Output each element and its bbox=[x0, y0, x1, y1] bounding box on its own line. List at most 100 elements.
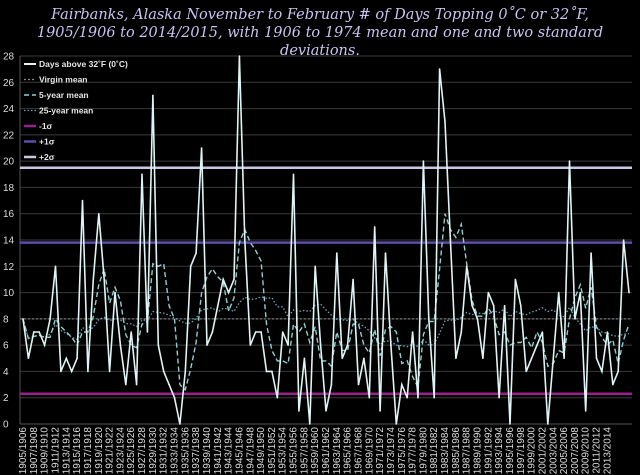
x-tick-label: 1907/1908 bbox=[29, 427, 40, 475]
x-tick-label: 1915/1916 bbox=[72, 427, 83, 475]
days-above-32f-point bbox=[65, 357, 68, 360]
days-above-32f-point bbox=[401, 383, 403, 386]
y-tick-label: 2 bbox=[3, 393, 9, 404]
days-above-32f-point bbox=[27, 357, 30, 360]
days-above-32f-point bbox=[292, 173, 295, 176]
days-above-32f-point bbox=[406, 396, 409, 399]
legend-label: 25-year mean bbox=[39, 106, 93, 116]
five-year-mean-line bbox=[22, 213, 630, 392]
days-above-32f-point bbox=[487, 291, 490, 294]
x-tick-label: 1921/1922 bbox=[105, 427, 116, 475]
days-above-32f-point bbox=[438, 68, 441, 70]
x-tick-label: 1999/2000 bbox=[527, 427, 538, 475]
days-above-32f-point bbox=[43, 344, 46, 346]
days-above-32f-point bbox=[612, 383, 614, 386]
days-above-32f-point bbox=[309, 423, 311, 425]
days-above-32f-point bbox=[552, 357, 555, 360]
y-tick-label: 28 bbox=[3, 52, 15, 63]
days-above-32f-point bbox=[130, 331, 132, 333]
days-above-32f-point bbox=[54, 265, 57, 268]
days-above-32f-point bbox=[179, 423, 181, 425]
days-above-32f-point bbox=[119, 344, 122, 346]
x-tick-label: 1969/1970 bbox=[364, 427, 375, 475]
x-tick-label: 1927/1928 bbox=[137, 427, 148, 475]
y-tick-label: 24 bbox=[3, 104, 15, 115]
x-tick-label: 1959/1960 bbox=[310, 427, 321, 475]
days-above-32f-point bbox=[471, 304, 473, 307]
x-tick-label: 2009/2010 bbox=[581, 427, 592, 475]
y-tick-label: 16 bbox=[3, 209, 15, 220]
x-tick-label: 1929/1930 bbox=[148, 427, 159, 475]
days-above-32f-point bbox=[76, 357, 78, 360]
x-tick-label: 1981/1982 bbox=[429, 427, 440, 475]
x-tick-label: 1923/1924 bbox=[115, 427, 126, 475]
days-above-32f-point bbox=[503, 304, 506, 307]
days-above-32f-point bbox=[433, 396, 436, 399]
days-above-32f-point bbox=[411, 331, 414, 333]
y-tick-label: 18 bbox=[3, 183, 15, 194]
x-tick-label: 1993/1994 bbox=[494, 427, 505, 475]
days-above-32f-point bbox=[541, 331, 544, 333]
x-axis-ticks: 1905/1906 1907/1908 1909/1910 1911/1912 1913… bbox=[18, 427, 613, 475]
days-above-32f-point bbox=[444, 120, 446, 123]
x-tick-label: 1933/1934 bbox=[170, 427, 181, 475]
x-tick-label: 1967/1968 bbox=[353, 427, 364, 475]
x-tick-label: 1905/1906 bbox=[18, 427, 29, 475]
days-above-32f-point bbox=[281, 331, 284, 333]
x-tick-label: 1973/1974 bbox=[386, 427, 397, 475]
days-above-32f-point bbox=[606, 331, 609, 333]
twenty-five-year-mean-line bbox=[22, 296, 630, 348]
days-above-32f-point bbox=[217, 304, 219, 307]
days-above-32f-point bbox=[108, 370, 111, 373]
days-above-32f-point bbox=[530, 357, 533, 360]
reference-lines bbox=[20, 166, 632, 396]
chart-title-line-2: 1905/1906 to 2014/2015, with 1906 to 197… bbox=[37, 25, 603, 41]
x-tick-label: 1977/1978 bbox=[408, 427, 419, 475]
y-tick-label: 14 bbox=[3, 236, 15, 247]
y-tick-label: 20 bbox=[3, 157, 15, 168]
days-above-32f-point bbox=[22, 318, 24, 320]
x-tick-label: 1953/1954 bbox=[278, 427, 289, 475]
x-tick-label: 1925/1926 bbox=[126, 427, 137, 475]
days-above-32f-point bbox=[206, 344, 208, 346]
x-tick-label: 1917/1918 bbox=[83, 427, 94, 475]
days-above-32f-point bbox=[114, 291, 116, 294]
days-above-32f-point bbox=[135, 383, 138, 386]
days-above-32f-point bbox=[319, 344, 322, 346]
days-above-32f-point bbox=[330, 383, 333, 386]
legend-label: Virgin mean bbox=[39, 75, 88, 85]
legend-label: Days above 32˚F (0˚C) bbox=[39, 59, 128, 69]
days-above-32f-point bbox=[103, 278, 105, 281]
days-above-32f-point bbox=[498, 396, 500, 399]
days-above-32f-point bbox=[514, 278, 517, 281]
days-above-32f-point bbox=[314, 265, 317, 268]
days-above-32f-point bbox=[574, 318, 576, 320]
x-tick-label: 1911/1912 bbox=[50, 427, 61, 474]
days-above-32f-point bbox=[584, 410, 587, 412]
days-above-32f-point bbox=[60, 370, 62, 373]
x-tick-label: 1909/1910 bbox=[40, 427, 51, 475]
days-above-32f-point bbox=[395, 423, 398, 425]
x-tick-label: 1931/1932 bbox=[159, 427, 170, 475]
days-above-32f-point bbox=[260, 331, 262, 333]
days-above-32f-point bbox=[368, 396, 371, 399]
days-above-32f-point bbox=[492, 304, 495, 307]
chart-title-line-1: Fairbanks, Alaska November to February #… bbox=[50, 6, 589, 23]
days-above-32f-point bbox=[162, 370, 165, 373]
x-tick-label: 1955/1956 bbox=[289, 427, 300, 475]
days-above-32f-point bbox=[173, 396, 176, 399]
x-tick-label: 1983/1984 bbox=[440, 427, 451, 475]
x-tick-label: 1919/1920 bbox=[94, 427, 105, 475]
x-tick-label: 1949/1950 bbox=[256, 427, 267, 475]
x-tick-label: 1985/1986 bbox=[451, 427, 462, 475]
legend-label: -1σ bbox=[39, 121, 53, 131]
x-tick-label: 2013/2014 bbox=[602, 427, 613, 475]
days-above-32f-point bbox=[547, 423, 549, 425]
days-above-32f-point bbox=[271, 370, 273, 373]
days-above-32f-point bbox=[227, 291, 230, 294]
days-above-32f-point bbox=[325, 410, 327, 412]
days-above-32f-point bbox=[298, 410, 300, 412]
x-tick-label: 1971/1972 bbox=[375, 427, 386, 475]
days-above-32f-point bbox=[449, 239, 452, 241]
